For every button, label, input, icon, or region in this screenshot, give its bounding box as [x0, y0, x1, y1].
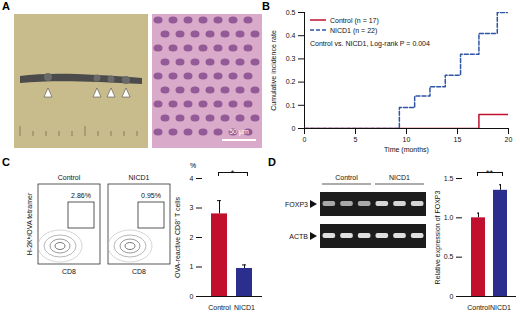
html-text:B: B — [262, 0, 270, 12]
svg-text:20: 20 — [505, 136, 513, 143]
svg-text:Time (months): Time (months) — [384, 146, 429, 154]
svg-text:50 μm: 50 μm — [229, 128, 249, 136]
svg-text:NICD1: NICD1 — [490, 304, 511, 311]
svg-text:1.0: 1.0 — [444, 214, 454, 221]
svg-text:Control vs. NICD1, Log-rank P: Control vs. NICD1, Log-rank P = 0.004 — [310, 40, 430, 48]
svg-text:1.5: 1.5 — [444, 175, 454, 182]
html-text:A: A — [2, 0, 10, 12]
svg-text:NICD1 (n = 22): NICD1 (n = 22) — [330, 27, 377, 35]
svg-text:15: 15 — [454, 136, 462, 143]
svg-text:Control: Control — [335, 174, 358, 181]
svg-text:FOXP3: FOXP3 — [285, 201, 308, 208]
svg-text:ACTB: ACTB — [289, 233, 308, 240]
svg-text:0.5: 0.5 — [444, 253, 454, 260]
svg-text:0.3: 0.3 — [286, 55, 296, 62]
svg-text:OVA-reactive CD8⁺ T cells: OVA-reactive CD8⁺ T cells — [174, 197, 181, 278]
html-text:D: D — [268, 156, 276, 168]
svg-text:NICD1: NICD1 — [234, 304, 255, 311]
svg-text:Relative expression of FOXP3: Relative expression of FOXP3 — [434, 191, 442, 285]
svg-text:0.95%: 0.95% — [141, 192, 161, 199]
svg-text:0: 0 — [450, 293, 454, 300]
svg-text:H-2Kᵇ/OVA tetramer: H-2Kᵇ/OVA tetramer — [26, 192, 33, 255]
svg-text:CD8: CD8 — [132, 268, 146, 275]
svg-text:2: 2 — [190, 234, 194, 241]
svg-text:Control: Control — [208, 304, 231, 311]
svg-text:10: 10 — [403, 136, 411, 143]
svg-text:Control: Control — [58, 174, 81, 181]
svg-text:Control (n = 17): Control (n = 17) — [330, 17, 379, 25]
svg-text:CD8: CD8 — [62, 268, 76, 275]
svg-text:0.4: 0.4 — [286, 32, 296, 39]
svg-text:0: 0 — [190, 293, 194, 300]
svg-text:1: 1 — [190, 263, 194, 270]
svg-text:NICD1: NICD1 — [128, 174, 149, 181]
svg-text:0.5: 0.5 — [286, 9, 296, 16]
svg-text:3: 3 — [190, 204, 194, 211]
svg-text:0: 0 — [303, 136, 307, 143]
svg-text:4: 4 — [190, 175, 194, 182]
svg-text:Control: Control — [467, 304, 490, 311]
html-text:C: C — [2, 156, 10, 168]
svg-text:0.2: 0.2 — [286, 78, 296, 85]
svg-text:Cumulative incidence rate: Cumulative incidence rate — [270, 30, 277, 111]
svg-text:5: 5 — [354, 136, 358, 143]
svg-text:NICD1: NICD1 — [389, 174, 410, 181]
svg-text:0: 0 — [292, 125, 296, 132]
svg-text:0.1: 0.1 — [286, 102, 296, 109]
svg-text:2.86%: 2.86% — [71, 192, 91, 199]
